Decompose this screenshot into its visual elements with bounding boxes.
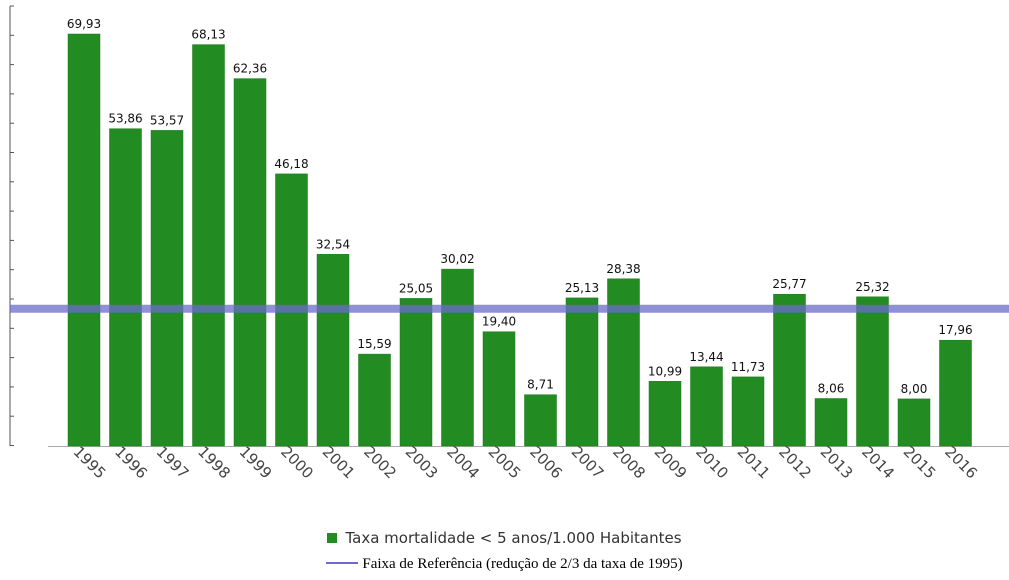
bar-2003: [399, 298, 433, 447]
x-tick-2016: 2016: [941, 443, 981, 483]
data-label-2003: 25,05: [399, 281, 433, 295]
x-tick-2008: 2008: [609, 443, 649, 483]
x-tick-2004: 2004: [443, 443, 483, 483]
data-label-2012: 25,77: [772, 277, 806, 291]
data-label-2001: 32,54: [316, 237, 350, 251]
x-tick-1998: 1998: [194, 443, 234, 483]
x-tick-1995: 1995: [70, 443, 110, 483]
x-tick-2005: 2005: [485, 443, 525, 483]
bar-2001: [316, 254, 350, 447]
bar-2006: [524, 394, 557, 447]
data-label-1995: 69,93: [67, 17, 101, 31]
data-label-2009: 10,99: [648, 364, 682, 378]
data-label-1998: 68,13: [191, 28, 225, 42]
bar-2007: [565, 297, 599, 447]
bar-1999: [233, 78, 267, 447]
x-tick-2015: 2015: [900, 443, 940, 483]
x-tick-2006: 2006: [526, 443, 566, 483]
bar-2002: [358, 353, 391, 447]
bar-1998: [192, 44, 225, 447]
legend-line-swatch: [326, 562, 359, 564]
x-tick-2010: 2010: [692, 443, 732, 483]
data-label-2016: 17,96: [938, 323, 972, 337]
bar-2010: [690, 366, 723, 447]
bar-2005: [482, 331, 516, 447]
bar-2004: [441, 268, 474, 447]
data-label-1996: 53,86: [108, 112, 142, 126]
x-tick-2011: 2011: [734, 443, 774, 483]
data-label-2008: 28,38: [606, 262, 640, 276]
x-axis-tick-labels: 1995 1996 1997 1998 1999 2000 2001 2002 2003 2004…: [70, 443, 981, 483]
bar-1995: [67, 33, 101, 447]
bar-1996: [109, 128, 142, 447]
data-label-2015: 8,00: [901, 382, 928, 396]
x-tick-2009: 2009: [651, 443, 691, 483]
bar-2012: [773, 293, 806, 447]
legend-bar-swatch: [327, 533, 338, 543]
x-tick-2012: 2012: [775, 443, 815, 483]
x-tick-1997: 1997: [153, 443, 193, 483]
bar-2014: [856, 296, 889, 447]
data-label-2006: 8,71: [527, 378, 554, 392]
x-tick-2001: 2001: [319, 443, 359, 483]
data-label-2007: 25,13: [565, 281, 599, 295]
legend-reference-line: Faixa de Referência (redução de 2/3 da t…: [0, 556, 1009, 573]
data-label-2000: 46,18: [274, 157, 308, 171]
bar-2011: [731, 376, 765, 447]
bar-2008: [607, 278, 640, 447]
x-tick-2007: 2007: [568, 443, 608, 483]
data-label-2014: 25,32: [855, 280, 889, 294]
data-label-1999: 62,36: [233, 62, 267, 76]
data-label-2010: 13,44: [689, 350, 723, 364]
y-axis: [9, 5, 1009, 447]
data-label-2002: 15,59: [357, 337, 391, 351]
legend-reference-label: Faixa de Referência (redução de 2/3 da t…: [362, 556, 683, 572]
x-tick-1996: 1996: [111, 443, 151, 483]
data-labels-group: 69,93 53,86 53,57 68,13 62,36 46,18 32,54 15,59…: [67, 17, 973, 396]
legend-bar-series: Taxa mortalidade < 5 anos/1.000 Habitant…: [0, 529, 1009, 547]
bar-2013: [814, 398, 848, 447]
x-tick-2014: 2014: [858, 443, 898, 483]
bar-2016: [939, 339, 972, 447]
x-tick-2002: 2002: [360, 443, 400, 483]
data-label-2004: 30,02: [440, 252, 474, 266]
x-tick-1999: 1999: [236, 443, 276, 483]
bar-1997: [150, 130, 184, 447]
x-tick-2000: 2000: [277, 443, 317, 483]
x-tick-2013: 2013: [817, 443, 857, 483]
x-tick-2003: 2003: [402, 443, 442, 483]
data-label-2011: 11,73: [731, 360, 765, 374]
bar-2009: [648, 381, 682, 447]
data-label-2013: 8,06: [818, 382, 845, 396]
data-label-1997: 53,57: [150, 113, 184, 127]
data-label-2005: 19,40: [482, 315, 516, 329]
legend-bar-label: Taxa mortalidade < 5 anos/1.000 Habitant…: [345, 529, 682, 547]
bar-2015: [897, 398, 931, 447]
